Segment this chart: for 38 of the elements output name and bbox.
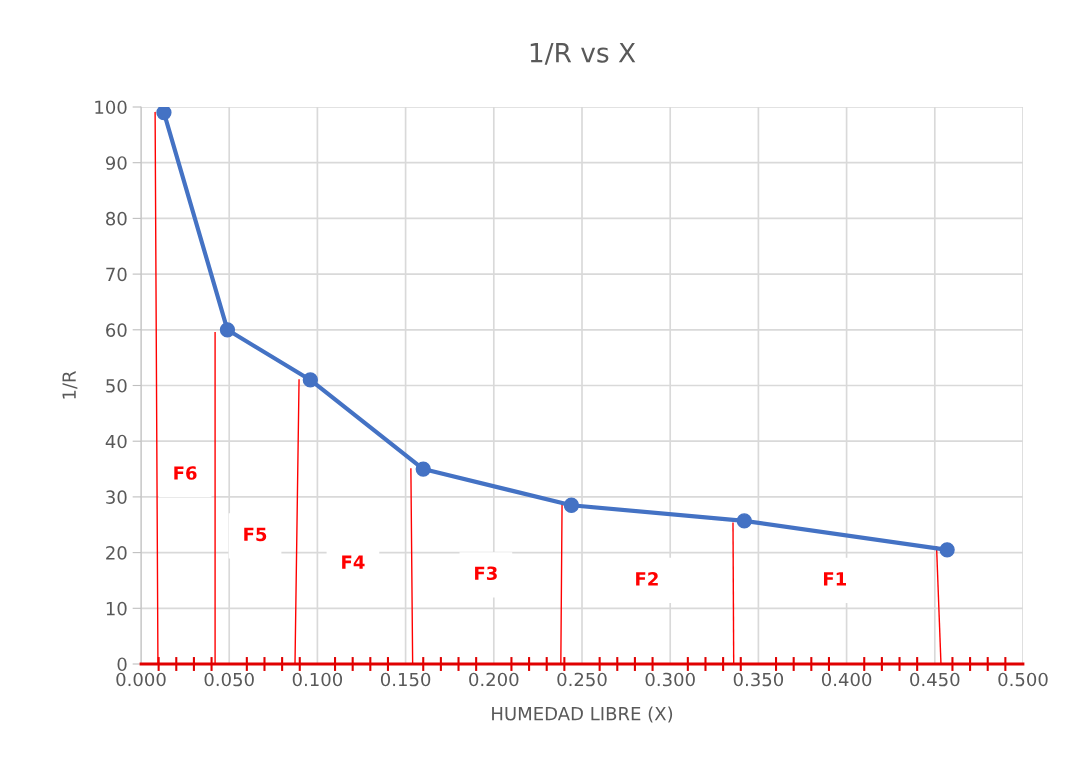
y-tick-label: 90 xyxy=(105,156,127,170)
x-tick-label: 0.050 xyxy=(204,672,254,687)
y-tick-label: 60 xyxy=(106,323,127,337)
annotation: F5 xyxy=(244,527,267,542)
y-tick-label: 10 xyxy=(106,601,127,616)
x-tick-label: 0.400 xyxy=(821,672,872,687)
x-tick-label: 0.300 xyxy=(645,672,695,687)
x-tick-label: 0.500 xyxy=(998,672,1048,687)
y-axis-title: 1/R xyxy=(62,370,78,399)
x-tick-label: 0.100 xyxy=(292,672,343,687)
annotation: F2 xyxy=(636,572,658,586)
y-tick-label: 70 xyxy=(106,267,127,282)
x-tick-label: 0.200 xyxy=(469,672,519,687)
point xyxy=(736,513,752,529)
x-tick-label: 0.250 xyxy=(557,672,607,687)
chart-title: 1/R vs X xyxy=(530,43,636,65)
point xyxy=(563,497,580,513)
annotation: F3 xyxy=(475,566,497,581)
y-tick-label: 20 xyxy=(106,546,127,560)
point xyxy=(939,542,955,558)
y-tick-label: 100 xyxy=(95,100,127,115)
x-axis-title: HUMEDAD LIBRE (X) xyxy=(492,706,673,723)
annotation: F6 xyxy=(174,466,197,480)
y-tick-label: 0 xyxy=(117,657,127,672)
y-tick-label: 50 xyxy=(106,378,127,393)
x-tick-label: 0.450 xyxy=(910,672,960,687)
point xyxy=(156,107,172,121)
x-tick-label: 0.150 xyxy=(380,672,431,687)
y-tick-label: 80 xyxy=(106,211,127,226)
point xyxy=(219,322,236,338)
annotation: F1 xyxy=(823,572,846,586)
point xyxy=(415,461,431,477)
y-tick-label: 30 xyxy=(106,490,127,505)
point xyxy=(302,372,318,388)
y-tick-label: 40 xyxy=(105,434,127,449)
annotation: F4 xyxy=(342,555,365,569)
x-tick-label: 0.000 xyxy=(116,672,166,687)
x-tick-label: 0.350 xyxy=(733,672,784,687)
